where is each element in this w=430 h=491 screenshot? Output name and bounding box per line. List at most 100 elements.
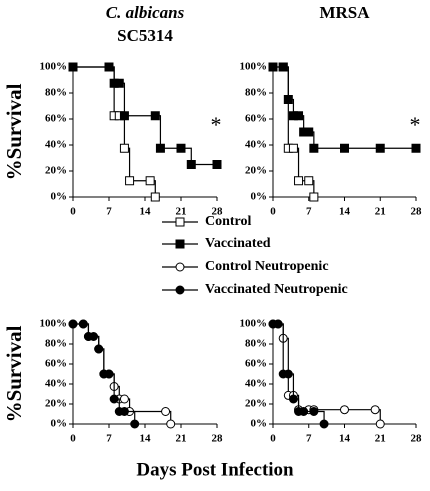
marker bbox=[78, 319, 88, 329]
marker bbox=[288, 394, 298, 404]
legend-label: Control Neutropenic bbox=[205, 259, 329, 274]
legend-label: Vaccinated Neutropenic bbox=[205, 282, 348, 297]
marker bbox=[268, 62, 278, 72]
marker bbox=[114, 78, 124, 88]
marker bbox=[150, 192, 160, 202]
x-tick-label: 21 bbox=[176, 433, 187, 445]
x-tick-label: 7 bbox=[306, 206, 312, 218]
x-tick-label: 14 bbox=[339, 433, 351, 445]
y-tick-label: 20% bbox=[245, 398, 267, 410]
x-tick-label: 7 bbox=[106, 206, 112, 218]
chart-title: C. albicans bbox=[106, 3, 185, 22]
y-tick-label: 80% bbox=[245, 338, 267, 350]
marker bbox=[319, 419, 329, 429]
marker bbox=[145, 176, 155, 186]
marker bbox=[161, 407, 171, 416]
marker bbox=[299, 407, 309, 416]
x-tick-label: 0 bbox=[270, 433, 276, 445]
x-tick-label: 14 bbox=[140, 206, 152, 218]
y-tick-label: 100% bbox=[40, 61, 68, 73]
y-tick-label: 100% bbox=[240, 318, 268, 330]
marker bbox=[68, 62, 78, 72]
survival-step bbox=[109, 66, 115, 116]
marker bbox=[340, 405, 349, 415]
marker bbox=[340, 143, 349, 153]
series bbox=[68, 319, 140, 429]
y-axis-label: %Survival bbox=[2, 83, 26, 180]
x-tick-label: 0 bbox=[270, 206, 276, 218]
survival-step bbox=[283, 66, 289, 149]
y-tick-label: 0% bbox=[51, 418, 68, 430]
marker bbox=[125, 176, 135, 186]
survival-step bbox=[283, 337, 289, 396]
marker bbox=[175, 285, 185, 295]
y-tick-label: 0% bbox=[51, 191, 68, 203]
x-tick-label: 14 bbox=[339, 206, 351, 218]
x-tick-label: 14 bbox=[140, 433, 152, 445]
marker bbox=[273, 319, 283, 329]
series bbox=[68, 62, 222, 169]
x-tick-label: 0 bbox=[70, 433, 76, 445]
marker bbox=[130, 419, 140, 429]
y-tick-label: 80% bbox=[45, 338, 67, 350]
annotation: * bbox=[410, 112, 421, 137]
marker bbox=[119, 143, 129, 153]
legend-label: Vaccinated bbox=[205, 236, 271, 251]
survival-step bbox=[278, 323, 284, 374]
marker bbox=[309, 143, 319, 153]
marker bbox=[283, 369, 293, 379]
marker bbox=[309, 192, 319, 202]
marker bbox=[89, 332, 99, 341]
y-tick-label: 20% bbox=[45, 398, 67, 410]
series bbox=[268, 319, 329, 429]
marker bbox=[119, 111, 129, 121]
y-tick-label: 60% bbox=[45, 113, 67, 125]
marker bbox=[94, 344, 104, 354]
y-tick-label: 40% bbox=[245, 378, 267, 390]
marker bbox=[175, 262, 185, 272]
marker bbox=[278, 62, 288, 72]
y-axis-label: %Survival bbox=[2, 325, 26, 422]
marker bbox=[304, 127, 314, 137]
y-tick-label: 80% bbox=[245, 87, 267, 99]
y-tick-label: 100% bbox=[40, 318, 68, 330]
marker bbox=[375, 419, 385, 429]
marker bbox=[288, 143, 298, 153]
x-tick-label: 0 bbox=[70, 206, 76, 218]
annotation: * bbox=[211, 112, 222, 137]
marker bbox=[104, 369, 114, 379]
y-tick-label: 60% bbox=[245, 113, 267, 125]
marker bbox=[294, 111, 304, 121]
marker bbox=[294, 176, 304, 186]
marker bbox=[304, 176, 314, 186]
x-tick-label: 28 bbox=[411, 206, 423, 218]
x-tick-label: 21 bbox=[375, 206, 386, 218]
y-tick-label: 40% bbox=[245, 139, 267, 151]
x-axis-label: Days Post Infection bbox=[136, 459, 294, 480]
marker bbox=[370, 405, 380, 415]
y-tick-label: 20% bbox=[45, 165, 67, 177]
x-tick-label: 28 bbox=[411, 433, 423, 445]
x-tick-label: 21 bbox=[375, 433, 386, 445]
x-tick-label: 7 bbox=[106, 433, 112, 445]
chart-subtitle: SC5314 bbox=[117, 26, 173, 45]
survival-step bbox=[155, 115, 162, 149]
marker bbox=[375, 143, 385, 153]
survival-step bbox=[124, 147, 131, 181]
marker bbox=[212, 160, 222, 169]
marker bbox=[411, 143, 421, 153]
survival-step bbox=[283, 66, 289, 100]
x-tick-label: 21 bbox=[176, 206, 187, 218]
marker bbox=[119, 407, 129, 416]
y-tick-label: 60% bbox=[45, 358, 67, 370]
marker bbox=[176, 143, 186, 153]
marker bbox=[68, 319, 78, 329]
marker bbox=[309, 407, 319, 416]
legend: Control Vaccinated Control Neutropenic Vacc… bbox=[162, 214, 348, 297]
series bbox=[268, 62, 421, 153]
survival-step bbox=[119, 82, 126, 116]
x-tick-label: 28 bbox=[212, 433, 224, 445]
survival-step bbox=[293, 147, 300, 181]
legend-label: Control bbox=[205, 214, 252, 229]
